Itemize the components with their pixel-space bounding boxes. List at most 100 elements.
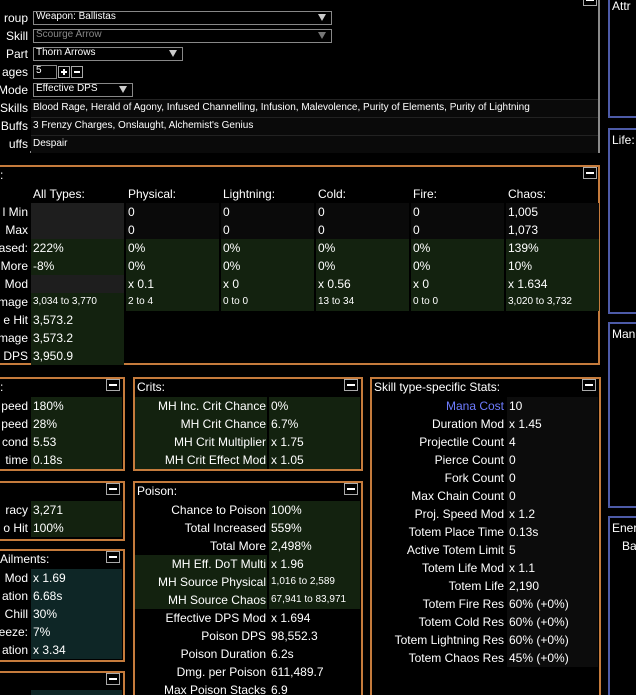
cell-bg (221, 203, 314, 221)
crits-panel (133, 377, 363, 471)
value-bg (269, 433, 360, 451)
stat-value: 45% (+0%) (509, 651, 569, 665)
cell-bg (411, 293, 504, 311)
config-label: Buffs (0, 119, 28, 133)
stat-label: MH Eff. DoT Multi (171, 557, 266, 571)
stat-label: ation (1, 589, 28, 603)
stat-label: o Hit (3, 521, 28, 535)
cell-bg (411, 257, 504, 275)
stat-label: Duration Mod (431, 417, 504, 431)
value-bg (269, 537, 360, 555)
damage-value: 1,073 (508, 223, 539, 237)
cell-bg (221, 221, 314, 239)
stat-value: 2,498% (271, 539, 312, 553)
minus-icon (586, 0, 594, 1)
value-bg (507, 487, 598, 505)
cell-bg (31, 275, 124, 293)
damage-value: 0% (413, 241, 431, 255)
stat-label: MH Crit Chance (180, 417, 266, 431)
stat-label: Mana Cost (445, 399, 504, 413)
stat-value: x 1.05 (271, 453, 304, 467)
cell-bg (126, 257, 219, 275)
dropdown-value: Weapon: Ballistas (36, 11, 116, 22)
stat-value: 0 (509, 471, 516, 485)
cell-bg (31, 293, 124, 311)
row-bg (31, 117, 598, 135)
dropdown[interactable] (33, 47, 183, 61)
value-bg (269, 415, 360, 433)
damage-value: 0% (413, 259, 431, 273)
stat-value: x 1.694 (271, 611, 311, 625)
damage-value: x 1.634 (508, 277, 548, 291)
cell-bg (411, 239, 504, 257)
dropdown-value: Effective DPS (36, 83, 98, 94)
label-bg (135, 433, 267, 451)
damage-value: 0 to 0 (223, 296, 249, 307)
cell-bg (221, 257, 314, 275)
stat-value: 28% (33, 417, 58, 431)
value-bg (269, 627, 360, 645)
damage-value: 0 to 0 (413, 296, 439, 307)
dropdown-arrow (169, 50, 177, 57)
damage-value: 0 (223, 205, 230, 219)
plus-button[interactable] (58, 66, 70, 78)
value-bg (269, 555, 360, 573)
skill-stats-panel (370, 377, 601, 695)
side-title: Ener (612, 521, 636, 535)
stat-label: MH Source Chaos (167, 593, 266, 607)
dropdown[interactable] (33, 11, 332, 25)
damage-value: 3,950.9 (33, 349, 74, 363)
dropdown[interactable] (33, 83, 133, 97)
value-bg (507, 415, 598, 433)
plus-v (63, 69, 65, 75)
damage-panel (0, 165, 600, 365)
cell-bg (506, 239, 599, 257)
damage-label: More (0, 259, 28, 273)
damage-value: 0 (128, 205, 135, 219)
stat-label: Totem Place Time (408, 525, 504, 539)
damage-value: 0 (413, 223, 420, 237)
stat-value: x 1.45 (509, 417, 542, 431)
value-bg (507, 577, 598, 595)
collapse-button[interactable] (583, 0, 597, 6)
ailments-panel (0, 549, 125, 662)
side-title: Life: (612, 133, 635, 147)
stat-value: 98,552.3 (271, 629, 318, 643)
stat-label: Max Poison Stacks (163, 683, 266, 695)
stat-value: 5 (509, 543, 516, 557)
value-bg (31, 641, 122, 659)
stat-label: Mod (4, 571, 28, 585)
minus-button[interactable] (71, 66, 83, 78)
stat-label: Proj. Speed Mod (414, 507, 504, 521)
value-bg (507, 451, 598, 469)
cell-bg (316, 257, 409, 275)
stat-value: 6.2s (271, 647, 294, 661)
label-bg (135, 415, 267, 433)
damage-label: mage (0, 331, 28, 345)
dropdown[interactable] (33, 29, 332, 43)
accuracy-panel (0, 481, 125, 541)
dropdown-arrow (119, 86, 127, 93)
stage-input[interactable] (33, 65, 57, 79)
panel-title: : (0, 168, 4, 182)
stat-label: Totem Life (448, 579, 504, 593)
stat-value: 100% (271, 503, 302, 517)
cell-bg (506, 257, 599, 275)
damage-value: 0% (223, 241, 241, 255)
stat-label: MH Crit Multiplier (173, 435, 266, 449)
stat-label: Fork Count (444, 471, 504, 485)
column-header: Fire: (413, 187, 437, 201)
row-bg (31, 99, 598, 117)
stat-label: Totem Lightning Res (394, 633, 504, 647)
value-bg (269, 663, 360, 681)
value-bg (31, 501, 122, 519)
value-bg (507, 523, 598, 541)
cell-bg (31, 221, 124, 239)
cell-bg (221, 293, 314, 311)
value-bg (507, 397, 598, 415)
damage-value: x 0 (413, 277, 430, 291)
panel-title: Crits: (137, 380, 165, 394)
column-header: Physical: (128, 187, 177, 201)
stat-value: 100% (33, 521, 64, 535)
